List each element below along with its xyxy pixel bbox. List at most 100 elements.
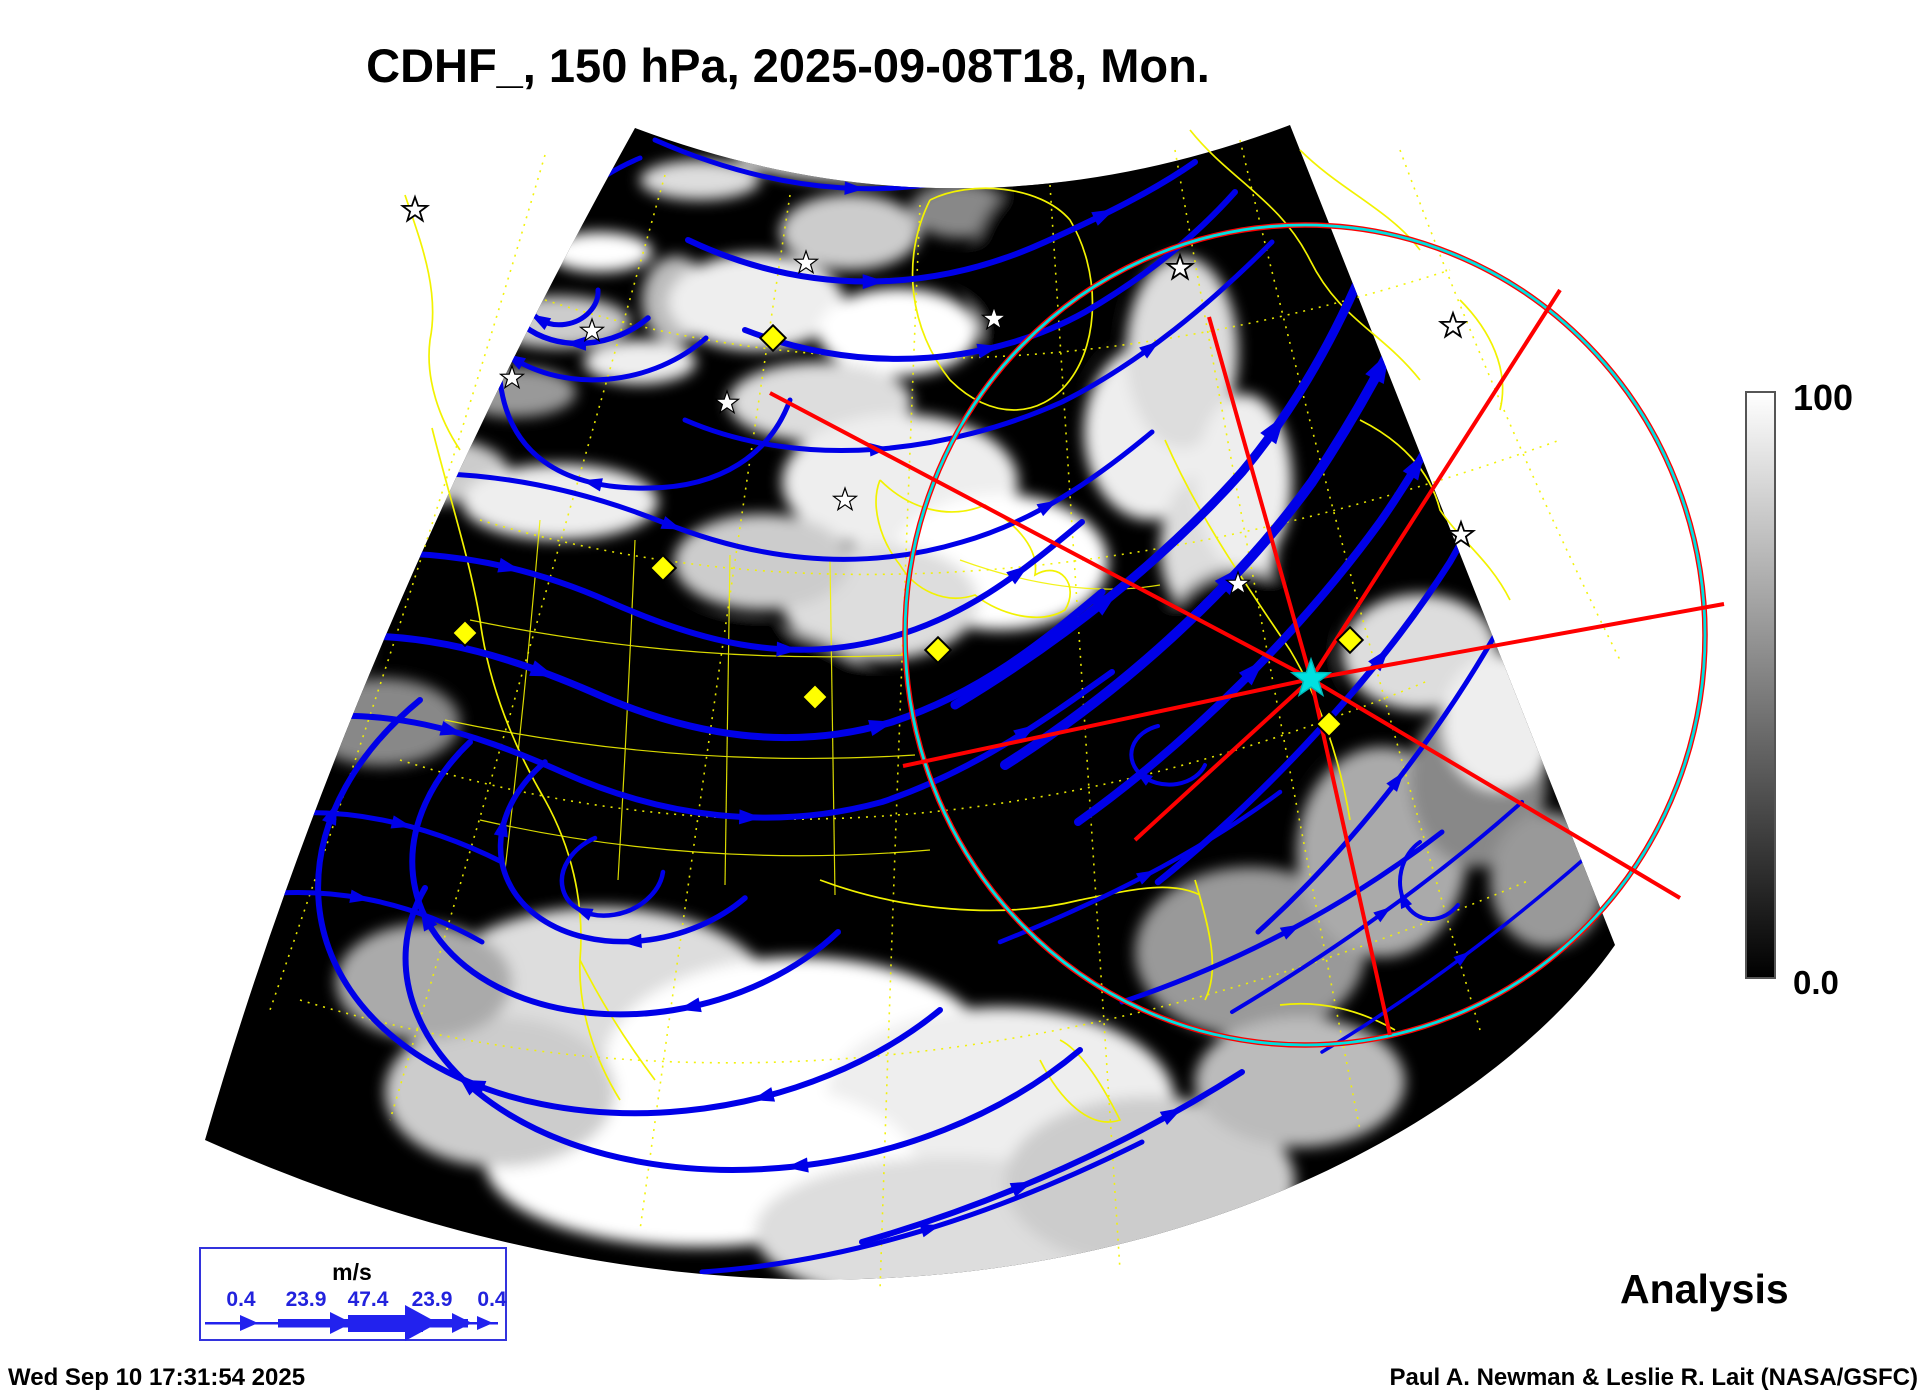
streamline bbox=[297, 519, 1085, 653]
streamline-arrowhead bbox=[1009, 1181, 1034, 1197]
streamline bbox=[859, 1069, 1245, 1245]
wind-speed-legend: m/s 0.4 23.9 47.4 23.9 0.4 bbox=[199, 1247, 507, 1341]
coastline-borders bbox=[404, 129, 1511, 1123]
streamline-arrowhead bbox=[529, 660, 555, 677]
streamline-arrowhead bbox=[1373, 906, 1392, 923]
streamlines bbox=[222, 137, 1594, 1275]
outline-star bbox=[1437, 310, 1469, 339]
streamline-arrowhead bbox=[528, 229, 546, 250]
flight-track-line bbox=[1133, 677, 1313, 842]
streamline bbox=[278, 588, 1106, 742]
streamline-arrowhead bbox=[844, 181, 865, 195]
flight-track-line bbox=[1309, 288, 1562, 681]
streamline-arrowhead bbox=[1006, 565, 1029, 585]
streamline-arrowhead bbox=[1091, 209, 1115, 226]
streamline-arrowhead bbox=[564, 336, 587, 351]
outline-star bbox=[399, 194, 431, 223]
colorbar-min-label: 0.0 bbox=[1793, 964, 1839, 1001]
streamline bbox=[409, 739, 841, 1018]
city-star bbox=[792, 249, 820, 275]
legend-speed: 0.4 bbox=[226, 1288, 256, 1311]
page-title: CDHF_, 150 hPa, 2025-09-08T18, Mon. bbox=[366, 39, 1210, 92]
streamline-arrowhead bbox=[1090, 589, 1119, 616]
streamline-arrowhead bbox=[1368, 648, 1389, 672]
streamline-arrowhead bbox=[1139, 341, 1160, 359]
streamline-arrowhead bbox=[919, 1224, 941, 1238]
station-diamond bbox=[1314, 709, 1344, 739]
streamline bbox=[682, 239, 1275, 454]
legend-speed: 0.4 bbox=[477, 1288, 507, 1311]
footer-timestamp: Wed Sep 10 17:31:54 2025 bbox=[8, 1364, 306, 1391]
streamline-arrowhead bbox=[530, 314, 552, 330]
city-star bbox=[1224, 570, 1252, 596]
streamline-arrowhead bbox=[776, 641, 799, 657]
streamline-arrowhead bbox=[439, 721, 463, 736]
city-star bbox=[498, 364, 526, 390]
station-diamond bbox=[923, 635, 953, 665]
streamline bbox=[402, 885, 1083, 1173]
footer-credit: Paul A. Newman & Leslie R. Lait (NASA/GS… bbox=[1389, 1364, 1918, 1391]
streamline-arrowhead bbox=[457, 1075, 480, 1096]
streamline-arrowhead bbox=[390, 815, 412, 829]
streamline-arrowhead bbox=[1402, 453, 1425, 481]
map-markers bbox=[399, 194, 1477, 739]
streamline-arrowhead bbox=[1260, 415, 1285, 445]
streamline-arrowhead bbox=[1399, 890, 1413, 909]
streamline bbox=[950, 267, 1367, 710]
streamline-arrowhead bbox=[785, 1157, 809, 1173]
legend-speed: 47.4 bbox=[348, 1288, 389, 1311]
flight-track-line bbox=[1309, 678, 1392, 1036]
flight-center-star bbox=[1289, 656, 1333, 698]
streamline-arrowhead bbox=[678, 997, 702, 1013]
streamline-arrowhead bbox=[1135, 770, 1153, 786]
streamline-arrowhead bbox=[738, 809, 762, 825]
range-ring bbox=[903, 223, 1707, 1047]
streamline-arrowhead bbox=[1238, 660, 1264, 686]
streamline-arrowhead bbox=[497, 557, 521, 573]
streamline-arrowhead bbox=[620, 933, 642, 949]
streamline-arrowhead bbox=[349, 889, 371, 903]
city-star bbox=[831, 486, 859, 512]
streamline-arrowhead bbox=[493, 815, 508, 838]
colorbar-gradient bbox=[1745, 391, 1776, 979]
legend-speed: 23.9 bbox=[286, 1288, 327, 1311]
legend-speed: 23.9 bbox=[412, 1288, 453, 1311]
streamline-arrowhead bbox=[1453, 951, 1471, 967]
station-diamond bbox=[450, 618, 480, 648]
streamline bbox=[685, 159, 1198, 285]
station-diamond bbox=[1335, 625, 1365, 655]
streamline bbox=[497, 759, 748, 945]
streamline-arrowhead bbox=[751, 1087, 776, 1102]
streamline-arrowhead bbox=[1036, 500, 1058, 517]
streamline bbox=[269, 669, 1115, 821]
streamline-arrowhead bbox=[322, 802, 338, 826]
streamline-arrowhead bbox=[1136, 870, 1156, 885]
streamline-arrowhead bbox=[1386, 771, 1404, 792]
streamline-arrowhead bbox=[862, 274, 885, 290]
legend-wind-barb bbox=[205, 1305, 498, 1341]
legend-unit: m/s bbox=[332, 1259, 372, 1285]
city-star bbox=[713, 389, 741, 415]
streamline-arrowhead bbox=[420, 908, 438, 932]
streamline-arrowhead bbox=[581, 478, 603, 492]
outline-star bbox=[1164, 252, 1196, 281]
colorbar: 100 0.0 bbox=[1745, 377, 1853, 1001]
city-star bbox=[980, 305, 1008, 331]
streamline-arrowhead bbox=[1159, 1107, 1183, 1125]
station-diamond bbox=[800, 682, 830, 712]
station-diamond bbox=[758, 323, 788, 353]
colorbar-max-label: 100 bbox=[1793, 377, 1853, 418]
streamline-arrowhead bbox=[493, 264, 508, 287]
streamline-arrowhead bbox=[868, 719, 894, 736]
streamline-arrowhead bbox=[573, 907, 594, 921]
streamline-arrowhead bbox=[1013, 724, 1036, 744]
streamline-arrowhead bbox=[660, 516, 682, 530]
station-diamond bbox=[648, 553, 678, 583]
analysis-label: Analysis bbox=[1620, 1266, 1789, 1312]
streamline-arrowhead bbox=[976, 343, 1000, 359]
outline-star bbox=[1445, 519, 1477, 548]
city-star bbox=[578, 317, 606, 343]
streamline-arrowhead bbox=[1279, 924, 1301, 940]
